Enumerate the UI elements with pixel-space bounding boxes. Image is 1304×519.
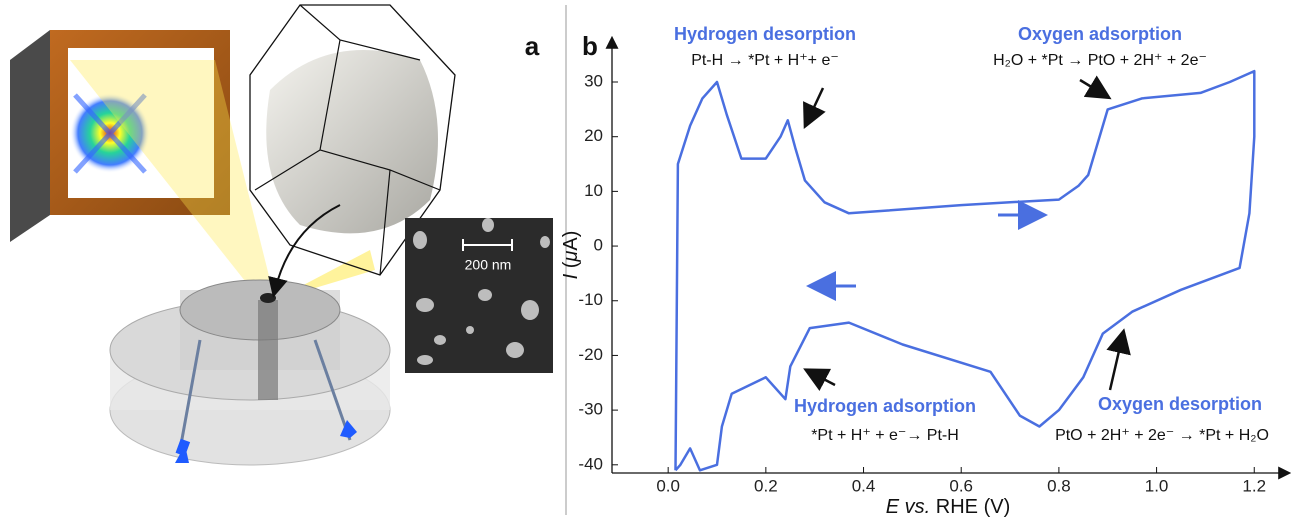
y-tick-label: 30 — [584, 71, 603, 90]
panel-a-illustration: 200 nm a — [10, 4, 553, 466]
y-label-part: ( — [560, 261, 582, 268]
x-tick-label: 0.4 — [852, 476, 876, 495]
annotation-text: *Pt + H⁺ + e⁻→ Pt-H — [811, 427, 959, 444]
y-tick-label: -30 — [578, 400, 603, 419]
y-label-part: A) — [560, 231, 582, 251]
panel-label: b — [582, 31, 598, 61]
x-tick-label: 1.0 — [1145, 476, 1169, 495]
y-tick-label: -40 — [578, 454, 603, 473]
annotation-text: H₂O + *Pt → PtO + 2H⁺ + 2e⁻ — [993, 52, 1207, 69]
x-tick-label: 0.2 — [754, 476, 778, 495]
x-tick-label: 1.2 — [1242, 476, 1266, 495]
y-tick-label: 20 — [584, 126, 603, 145]
x-label-part: E — [886, 496, 900, 518]
y-tick-label: -20 — [578, 345, 603, 364]
y-tick-label: -10 — [578, 290, 603, 309]
x-tick-label: 0.6 — [949, 476, 973, 495]
annotation-text: PtO + 2H⁺ + 2e⁻ → *Pt + H₂O — [1055, 427, 1269, 444]
y-label-part: μ — [560, 251, 582, 263]
annotation-title: Oxygen adsorption — [1018, 24, 1182, 44]
y-label-part: I — [560, 273, 582, 279]
annotation-arrows — [803, 75, 1131, 392]
annotation-title: Hydrogen adsorption — [794, 396, 976, 416]
x-label-part: RHE (V) — [936, 496, 1010, 518]
annotation-title: Oxygen desorption — [1098, 394, 1262, 414]
scale-bar-label: 200 nm — [465, 257, 512, 273]
y-axis-label: I (μA) — [560, 231, 582, 280]
x-label-part: vs. — [905, 496, 931, 518]
panel-label: a — [525, 31, 540, 61]
scan-direction-arrows — [806, 200, 1048, 301]
cv-curve — [674, 69, 1256, 472]
annotation-text: Pt-H → *Pt + H⁺+ e⁻ — [691, 52, 839, 69]
x-axis-label: E vs. RHE (V) — [886, 496, 1010, 518]
y-tick-label: 0 — [594, 236, 603, 255]
x-tick-label: 0.8 — [1047, 476, 1071, 495]
y-tick-label: 10 — [584, 181, 603, 200]
x-tick-label: 0.0 — [656, 476, 680, 495]
annotation-title: Hydrogen desorption — [674, 24, 856, 44]
